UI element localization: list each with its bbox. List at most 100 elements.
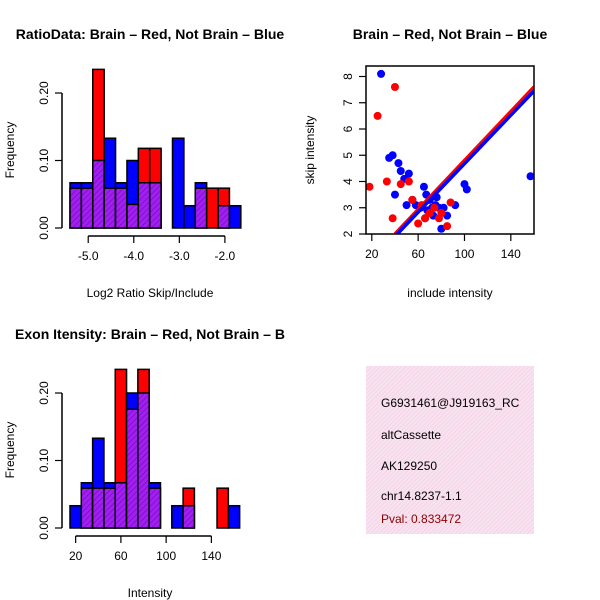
ratio-hist-axes: -5.0 -4.0 -3.0 -2.0 0.00 0.10 0.20 — [37, 81, 236, 263]
scatter-point-not-brain — [390, 190, 399, 199]
y-tick-label: 0.10 — [37, 448, 51, 472]
scatter-point-brain — [408, 195, 417, 204]
scatter-point-brain — [390, 83, 399, 91]
info-accession: AK129250 — [381, 459, 437, 473]
scatter-point-not-brain — [402, 201, 411, 210]
scatter-point-brain — [382, 177, 391, 186]
scatter-point-brain — [421, 214, 430, 223]
x-tick-label: 20 — [69, 549, 83, 563]
x-tick-label: -2.0 — [215, 249, 236, 263]
y-tick-label: 2 — [341, 230, 355, 237]
intensity-hist-xlabel: Intensity — [128, 586, 173, 600]
histogram-bar-overlap — [103, 487, 116, 529]
intensity-hist-axes: 20 60 100 140 0.00 0.10 0.20 — [37, 381, 222, 563]
scatter-point-not-brain — [526, 172, 535, 181]
info-panel-background — [366, 366, 534, 534]
y-tick-label: 7 — [341, 99, 355, 106]
scatter-point-brain — [446, 198, 455, 207]
scatter-point-brain — [425, 209, 434, 217]
histogram-bar-not-brain — [171, 137, 185, 229]
histogram-bar-brain — [216, 487, 230, 529]
scatter-point-brain — [365, 182, 374, 191]
histogram-bar-overlap — [80, 187, 94, 229]
histogram-bar-overlap — [69, 187, 83, 229]
intensity-histogram-panel: Exon Itensity: Brain – Red, Not Brain – … — [3, 326, 285, 600]
plot-frame — [365, 65, 535, 235]
histogram-bar-not-brain — [183, 204, 197, 229]
scatter-points — [365, 69, 535, 233]
histogram-bar-overlap — [217, 204, 231, 229]
x-tick-label: -3.0 — [169, 249, 190, 263]
scatter-point-brain — [388, 214, 397, 223]
x-tick-label: 140 — [501, 247, 521, 261]
info-gene-locus: chr14.8237-1.1 — [381, 489, 462, 503]
intensity-hist-ylabel: Frequency — [3, 422, 17, 479]
histogram-bar-overlap — [114, 187, 128, 229]
x-tick-label: 100 — [454, 247, 474, 261]
histogram-bar-overlap — [137, 392, 150, 529]
histogram-bar-not-brain — [228, 204, 242, 229]
histogram-bar-brain — [205, 187, 219, 229]
x-tick-label: -4.0 — [123, 249, 144, 263]
scatter-title: Brain – Red, Not Brain – Blue — [353, 26, 548, 42]
scatter-point-not-brain — [377, 69, 386, 78]
scatter-xlabel: include intensity — [407, 286, 492, 300]
histogram-bar-not-brain — [171, 504, 184, 529]
scatter-point-brain — [430, 203, 439, 212]
info-probe-id: G6931461@J919163_RC — [381, 396, 520, 410]
x-tick-label: 140 — [201, 549, 221, 563]
x-tick-label: 20 — [365, 247, 379, 261]
x-tick-label: 60 — [411, 247, 425, 261]
histogram-bar-overlap — [182, 504, 196, 529]
scatter-point-not-brain — [388, 151, 397, 160]
ratio-hist-bars — [69, 68, 242, 229]
histogram-bar-overlap — [148, 487, 162, 529]
y-tick-label: 6 — [341, 125, 355, 132]
ratio-hist-xlabel: Log2 Ratio Skip/Include — [87, 286, 214, 300]
x-tick-label: -5.0 — [78, 249, 99, 263]
histogram-bar-overlap — [103, 187, 117, 229]
y-tick-label: 0.10 — [37, 148, 51, 172]
scatter-point-not-brain — [419, 182, 428, 191]
scatter-regression-lines — [393, 85, 534, 234]
histogram-bar-overlap — [114, 482, 128, 529]
info-event-type: altCassette — [381, 428, 441, 442]
histogram-bar-overlap — [80, 487, 94, 529]
intensity-hist-bars — [69, 368, 241, 529]
x-tick-label: 60 — [114, 549, 128, 563]
scatter-point-brain — [443, 222, 452, 231]
y-tick-label: 3 — [341, 204, 355, 211]
y-tick-label: 4 — [341, 178, 355, 185]
y-tick-label: 0.00 — [37, 516, 51, 540]
histogram-bar-not-brain — [227, 504, 241, 529]
y-tick-label: 0.20 — [37, 81, 51, 105]
y-tick-label: 5 — [341, 152, 355, 159]
x-tick-label: 100 — [156, 549, 176, 563]
scatter-point-brain — [404, 177, 413, 186]
y-tick-label: 0.00 — [37, 216, 51, 240]
scatter-point-not-brain — [462, 185, 471, 194]
y-tick-label: 0.20 — [37, 381, 51, 405]
info-panel: G6931461@J919163_RC altCassette AK129250… — [366, 366, 534, 534]
scatter-point-brain — [437, 209, 446, 217]
ratio-histogram-panel: RatioData: Brain – Red, Not Brain – Blue… — [3, 26, 284, 300]
histogram-bar-overlap — [137, 182, 151, 229]
histogram-bar-not-brain — [69, 504, 83, 529]
histogram-bar-overlap — [125, 408, 139, 529]
scatter-axes: 20 60 100 140 2 3 4 5 6 7 8 — [341, 65, 535, 261]
scatter-point-not-brain — [394, 159, 403, 168]
scatter-point-brain — [414, 219, 423, 228]
histogram-bar-overlap — [92, 159, 105, 229]
histogram-bar-overlap — [194, 187, 208, 229]
histogram-bar-overlap — [148, 182, 162, 229]
scatter-point-not-brain — [404, 169, 413, 178]
scatter-ylabel: skip intensity — [303, 116, 317, 185]
histogram-bar-overlap — [126, 203, 140, 229]
skip-scatter-panel: Brain – Red, Not Brain – Blue include in… — [303, 26, 547, 300]
regression-line-brain — [393, 85, 534, 234]
info-pval: Pval: 0.833472 — [381, 512, 461, 526]
y-tick-label: 8 — [341, 73, 355, 80]
intensity-hist-title: Exon Itensity: Brain – Red, Not Brain – … — [15, 326, 285, 342]
histogram-bar-overlap — [91, 487, 105, 529]
